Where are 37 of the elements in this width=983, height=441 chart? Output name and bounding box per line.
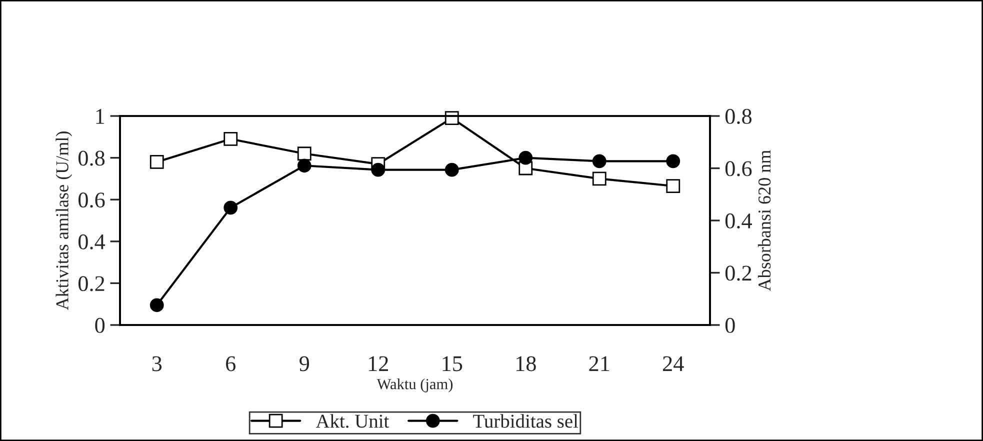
y-tick-label: 0.4 [78,234,106,250]
y2-tick-label: 0.2 [725,266,752,281]
y-axis-title: Aktivitas amilase (U/ml) [56,132,72,310]
legend-label: Turbiditas sel [473,414,578,428]
y-tick-label: 0.8 [78,150,105,166]
y2-tick-label: 0.4 [725,213,752,229]
point [518,150,533,165]
y2-axis-title: Absorbansi 620 nm [758,150,771,292]
x-tick-label: 9 [300,356,310,372]
y2-tick-label: 0 [725,318,735,333]
y-tick-label: 0 [95,318,105,333]
y-tick-label: 0.6 [78,192,105,208]
point [150,155,164,169]
y2-tick-label: 0.6 [725,161,752,176]
x-tick-label: 6 [226,356,236,372]
y-tick-label: 1 [96,109,104,124]
point [666,179,680,193]
point [297,146,312,161]
point [224,132,238,146]
point [666,154,680,168]
point [444,162,459,177]
point [297,158,312,173]
y2-tick-label: 0.8 [725,108,752,124]
x-axis-title: Waktu (jam) [376,378,453,392]
legend-label: Akt. Unit [316,414,390,428]
point [150,298,164,312]
x-tick-label: 24 [662,356,684,371]
x-tick-label: 3 [152,356,162,372]
x-tick-label: 15 [442,356,462,372]
x-tick-label: 12 [368,356,388,371]
point [592,172,606,186]
x-tick-label: 18 [516,356,536,372]
x-tick-label: 21 [589,356,610,371]
point [592,154,606,168]
point [371,162,386,177]
y-tick-label: 0.2 [78,276,104,292]
point [224,200,238,215]
